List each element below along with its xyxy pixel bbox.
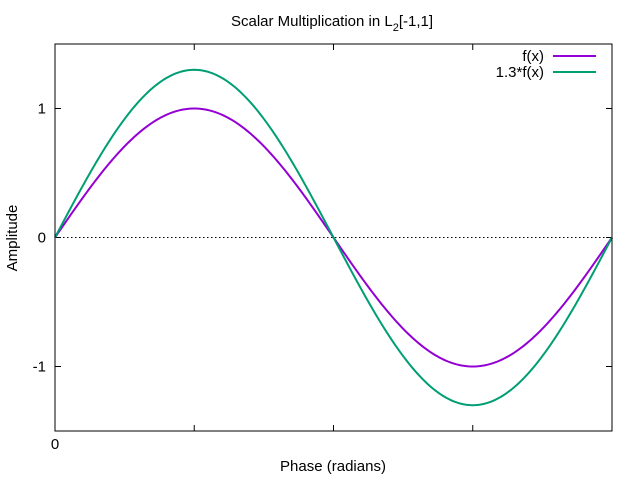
legend-label-2: 1.3*f(x) — [496, 64, 544, 81]
chart-title-subscript: 2 — [393, 22, 399, 34]
series-group — [54, 68, 613, 407]
x-tick-label: 0 — [51, 436, 59, 453]
chart-title-main: Scalar Multiplication in L — [231, 13, 393, 30]
plot-border — [54, 43, 613, 432]
y-tick-label: 1 — [38, 101, 46, 118]
y-tick-label: 0 — [38, 230, 46, 247]
chart-title-suffix: [-1,1] — [399, 13, 433, 30]
legend-label-1: f(x) — [522, 48, 544, 65]
ticks: 0 1 0 -1 — [33, 44, 613, 453]
series-line-2 — [54, 68, 613, 407]
chart-title: Scalar Multiplication in L2[-1,1] — [231, 13, 433, 34]
x-axis-label: Phase (radians) — [280, 458, 386, 475]
legend: f(x)1.3*f(x) — [496, 48, 596, 81]
y-axis-label: Amplitude — [4, 205, 21, 272]
y-tick-label: -1 — [33, 359, 46, 376]
